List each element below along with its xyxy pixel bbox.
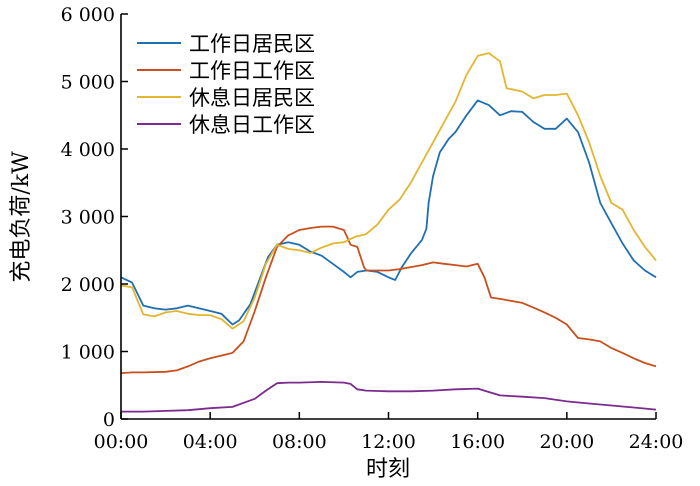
legend-label: 休息日工作区 xyxy=(189,113,315,137)
x-tick-label: 00:00 xyxy=(94,431,149,453)
y-tick-label: 2 000 xyxy=(61,274,115,296)
x-tick-label: 12:00 xyxy=(361,431,416,453)
series-line-2 xyxy=(120,225,657,374)
y-tick-label: 6 000 xyxy=(61,4,115,26)
x-ticks: 00:00 04:00 08:00 12:00 16:00 20:00 24:00 xyxy=(94,412,684,453)
legend-label: 工作日工作区 xyxy=(189,59,315,83)
y-tick-label: 3 000 xyxy=(61,207,115,229)
series-line-3 xyxy=(120,52,657,330)
y-tick-label: 4 000 xyxy=(61,139,115,161)
x-tick-label: 04:00 xyxy=(183,431,238,453)
y-tick-label: 5 000 xyxy=(61,72,115,94)
plot-area xyxy=(120,52,657,413)
legend-label: 工作日居民区 xyxy=(189,32,315,56)
y-tick-label: 1 000 xyxy=(61,342,115,364)
x-tick-label: 08:00 xyxy=(272,431,327,453)
series-line-1 xyxy=(120,99,657,326)
x-tick-label: 20:00 xyxy=(539,431,594,453)
x-axis-title: 时刻 xyxy=(366,457,410,482)
y-ticks: 0 1 000 2 000 3 000 4 000 5 000 6 000 xyxy=(61,4,128,431)
series-line-4 xyxy=(121,381,657,413)
legend-label: 休息日居民区 xyxy=(189,86,315,110)
y-axis-title: 充电负荷/kW xyxy=(9,151,34,283)
y-tick-label: 0 xyxy=(103,409,115,431)
x-tick-label: 24:00 xyxy=(629,431,684,453)
x-tick-label: 16:00 xyxy=(450,431,505,453)
